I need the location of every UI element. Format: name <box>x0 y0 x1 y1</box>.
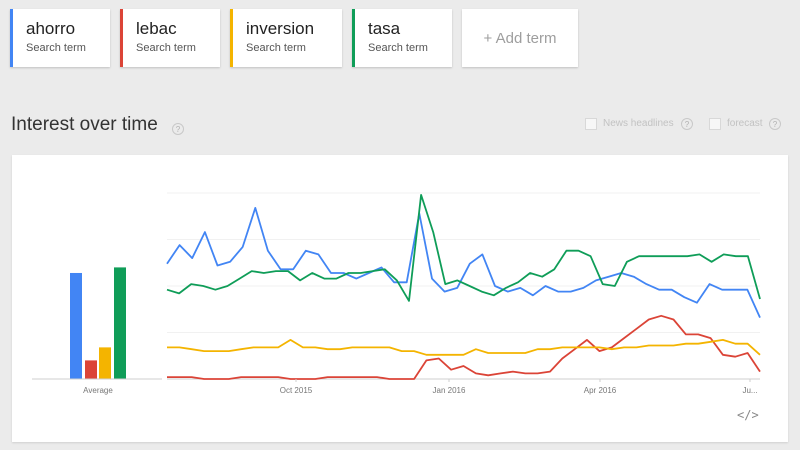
term-name: lebac <box>136 19 177 38</box>
x-tick-label: Oct 2015 <box>280 386 313 395</box>
term-name: inversion <box>246 19 315 38</box>
term-name: ahorro <box>26 19 76 38</box>
term-subtitle: Search term <box>368 42 428 54</box>
term-subtitle: Search term <box>26 42 86 54</box>
interest-chart: Average Oct 2015 Jan 2016 Apr 2016 Ju... <box>32 192 761 395</box>
term-subtitle: Search term <box>246 42 306 54</box>
embed-code-icon[interactable]: </> <box>737 408 759 422</box>
section-title: Interest over time <box>11 114 158 135</box>
x-tick-label: Apr 2016 <box>584 386 617 395</box>
average-bar-ahorro <box>70 272 82 379</box>
series-line-tasa <box>166 194 761 302</box>
term-card-ahorro[interactable]: ahorro Search term <box>10 9 110 67</box>
forecast-help-icon[interactable]: ? <box>769 118 781 130</box>
average-bar-tasa <box>114 267 126 379</box>
forecast-checkbox[interactable] <box>709 118 721 130</box>
x-tick-label: Ju... <box>742 386 757 395</box>
term-subtitle: Search term <box>136 42 196 54</box>
help-icon[interactable]: ? <box>172 123 184 135</box>
term-card-lebac[interactable]: lebac Search term <box>120 9 220 67</box>
term-color-bar <box>10 9 13 67</box>
average-label: Average <box>83 386 113 395</box>
term-card-tasa[interactable]: tasa Search term <box>352 9 452 67</box>
average-bar-inversion <box>99 347 111 379</box>
term-color-bar <box>352 9 355 67</box>
forecast-label: forecast <box>727 118 763 129</box>
series-line-inversion <box>167 338 761 356</box>
x-tick-label: Jan 2016 <box>433 386 466 395</box>
add-term-button[interactable]: + Add term <box>462 9 578 67</box>
news-headlines-help-icon[interactable]: ? <box>681 118 693 130</box>
term-name: tasa <box>368 19 401 38</box>
term-card-inversion[interactable]: inversion Search term <box>230 9 342 67</box>
average-bar-lebac <box>85 360 97 379</box>
interest-chart-card: Average Oct 2015 Jan 2016 Apr 2016 Ju... </> <box>12 155 788 442</box>
series-line-lebac <box>167 314 761 380</box>
news-headlines-label: News headlines <box>603 118 674 129</box>
news-headlines-checkbox[interactable] <box>585 118 597 130</box>
series-line-ahorro <box>166 207 761 318</box>
term-color-bar <box>230 9 233 67</box>
term-color-bar <box>120 9 123 67</box>
